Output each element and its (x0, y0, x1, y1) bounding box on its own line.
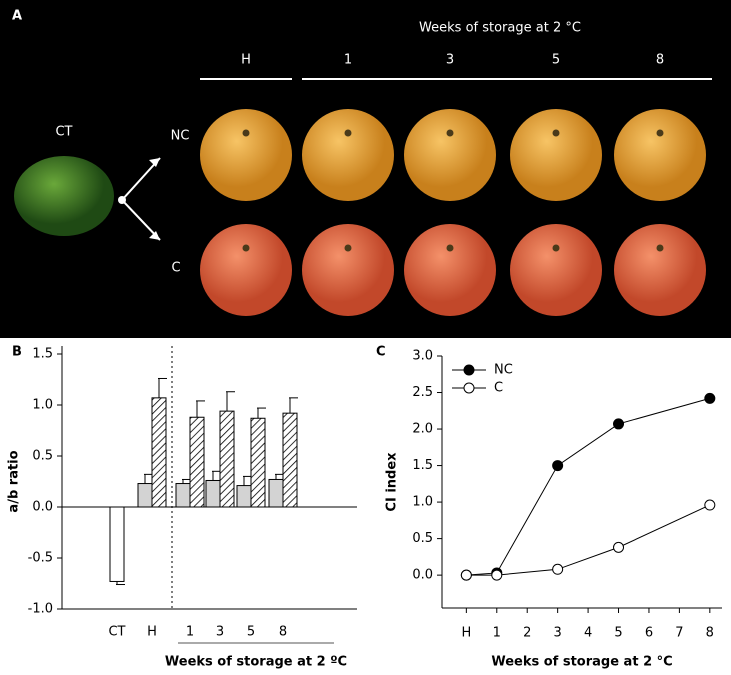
panel-label: C (376, 345, 386, 360)
bar (250, 417, 266, 508)
bar (109, 506, 125, 582)
x-axis-title: Weeks of storage at 2 ºC (165, 655, 347, 670)
x-tick-label: 2 (523, 626, 531, 641)
fruit-stem (656, 129, 664, 137)
bar (175, 483, 191, 508)
x-tick-label: 6 (645, 626, 653, 641)
bar (137, 483, 153, 508)
column-label: 8 (656, 53, 664, 68)
fruit-stem (552, 129, 560, 137)
x-tick-label: H (147, 625, 157, 640)
x-tick-label: 8 (706, 626, 714, 641)
bar (268, 478, 284, 508)
fruit-stem (446, 244, 454, 252)
fruit-stem (552, 244, 560, 252)
column-label: 5 (552, 53, 560, 68)
fruit (510, 109, 602, 201)
photo-panel: A Weeks of storage at 2 °C CT H 1 3 5 8 NC C (0, 0, 731, 338)
fruit (14, 156, 114, 236)
x-tick-label: 5 (247, 625, 255, 640)
point (704, 392, 716, 404)
point (613, 418, 625, 430)
y-tick-label: 0.0 (412, 568, 433, 583)
legend-label: C (494, 381, 503, 396)
panel-label: A (12, 9, 22, 24)
point (491, 569, 503, 581)
bar (236, 485, 252, 508)
panel-title: Weeks of storage at 2 °C (419, 21, 581, 36)
y-tick-label: 2.5 (412, 385, 433, 400)
x-tick-label: 1 (186, 625, 194, 640)
point (704, 499, 716, 511)
fruit (404, 224, 496, 316)
column-label: 1 (344, 53, 352, 68)
panel-label: B (12, 345, 22, 360)
y-tick-label: 1.0 (412, 495, 433, 510)
x-tick-label: H (461, 626, 471, 641)
legend-label: NC (494, 363, 513, 378)
bar (151, 397, 167, 508)
y-tick-label: 3.0 (412, 349, 433, 364)
fruit-stem (656, 244, 664, 252)
bar (219, 410, 235, 508)
fruit (614, 224, 706, 316)
x-tick-label: 3 (216, 625, 224, 640)
bar (189, 416, 205, 508)
y-tick-label: 1.0 (32, 398, 53, 413)
fruit-stem (242, 244, 250, 252)
x-axis-title: Weeks of storage at 2 °C (491, 655, 672, 670)
point (613, 541, 625, 553)
x-tick-label: 8 (279, 625, 287, 640)
fruit (614, 109, 706, 201)
fruit (302, 109, 394, 201)
legend-marker (463, 382, 475, 394)
y-axis-title: a/b ratio (7, 450, 22, 512)
y-axis-title: CI index (385, 452, 400, 512)
point (552, 563, 564, 575)
row-label: NC (171, 129, 190, 144)
fruit (200, 224, 292, 316)
point (552, 460, 564, 472)
row-label: C (171, 261, 180, 276)
x-tick-label: 3 (554, 626, 562, 641)
fruit (404, 109, 496, 201)
y-tick-label: -0.5 (28, 551, 53, 566)
column-label: H (241, 53, 251, 68)
fruit-stem (446, 129, 454, 137)
y-tick-label: 1.5 (32, 347, 53, 362)
bar (205, 479, 221, 508)
x-tick-label: 5 (614, 626, 622, 641)
fruit-stem (344, 129, 352, 137)
bar (282, 412, 298, 508)
line (466, 504, 711, 576)
x-tick-label: 7 (675, 626, 683, 641)
y-tick-label: 0.5 (32, 449, 53, 464)
control-label: CT (55, 125, 72, 140)
y-tick-label: 0.5 (412, 531, 433, 546)
column-label: 3 (446, 53, 454, 68)
x-tick-label: CT (108, 625, 125, 640)
x-tick-label: 4 (584, 626, 592, 641)
point (460, 569, 472, 581)
fruit-stem (242, 129, 250, 137)
y-tick-label: 0.0 (32, 500, 53, 515)
fruit (302, 224, 394, 316)
y-tick-label: 1.5 (412, 458, 433, 473)
x-tick-label: 1 (493, 626, 501, 641)
line (466, 397, 710, 576)
y-tick-label: 2.0 (412, 422, 433, 437)
legend-marker (463, 364, 475, 376)
fruit (200, 109, 292, 201)
fruit (510, 224, 602, 316)
arrow (121, 157, 161, 201)
fruit-stem (344, 244, 352, 252)
y-tick-label: -1.0 (28, 602, 53, 617)
